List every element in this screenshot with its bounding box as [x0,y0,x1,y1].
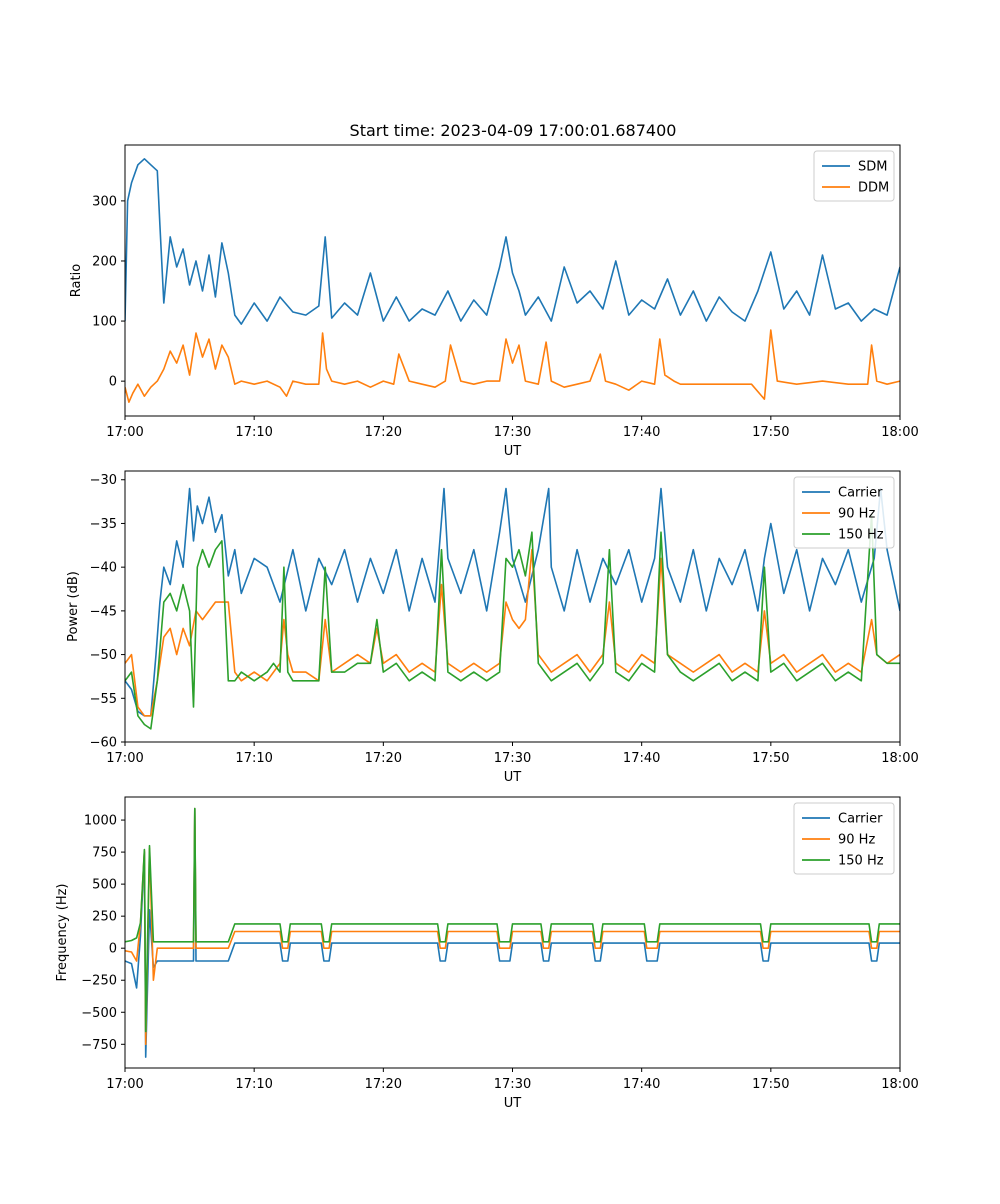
x-tick-label: 17:40 [623,751,660,766]
x-tick-label: 17:20 [365,425,402,440]
legend-entry: 150 Hz [838,854,884,869]
x-tick-label: 17:30 [494,1077,531,1092]
series-line-90-hz [125,548,900,717]
y-tick-label: −35 [90,517,117,532]
legend-box [813,150,895,202]
x-tick-label: 17:10 [235,751,272,766]
y-tick-label: 0 [109,942,117,957]
y-tick-label: 100 [92,315,117,330]
series-line-150-hz [125,807,900,1033]
y-tick-label: −250 [81,974,117,989]
y-tick-label: −40 [90,561,117,576]
x-tick-label: 17:50 [752,425,789,440]
x-tick-label: 17:40 [623,1077,660,1092]
y-tick-label: 200 [92,254,117,269]
x-tick-label: 18:00 [881,751,918,766]
legend-entry: 90 Hz [838,507,875,522]
x-tick-label: 17:50 [752,751,789,766]
x-tick-label: 17:00 [106,425,143,440]
series-line-carrier [125,807,900,1058]
x-tick-label: 17:10 [235,1077,272,1092]
y-tick-label: 750 [92,846,117,861]
y-tick-label: −45 [90,604,117,619]
legend-box [793,802,895,875]
y-axis-label: Power (dB) [66,571,81,642]
subplot-1: 17:00 17:10 17:20 17:30 17:40 17:50 18:00 0 100 2… [69,144,919,459]
y-tick-label: 0 [109,375,117,390]
x-tick-label: 17:10 [235,425,272,440]
x-axis-label: UT [504,1096,522,1111]
x-tick-label: 17:30 [494,425,531,440]
axes-frame [124,470,901,743]
x-tick-label: 17:00 [106,1077,143,1092]
subplot-2: 17:00 17:10 17:20 17:30 17:40 17:50 18:00 −60 −5… [66,470,919,785]
series-line-90-hz [125,807,900,1046]
y-axis-label: Ratio [69,264,84,297]
series-line-150-hz [125,513,900,730]
y-tick-label: −750 [81,1038,117,1053]
chart-title: Start time: 2023-04-09 17:00:01.687400 [350,121,677,140]
y-tick-label: −60 [90,736,117,751]
legend-entry: Carrier [838,486,883,501]
y-tick-label: 300 [92,194,117,209]
x-tick-label: 17:20 [365,751,402,766]
x-tick-label: 17:30 [494,751,531,766]
series-line-sdm [125,158,900,325]
y-tick-label: −55 [90,692,117,707]
x-tick-label: 17:40 [623,425,660,440]
y-tick-label: −50 [90,648,117,663]
legend-entry: DDM [858,181,889,196]
x-tick-label: 17:20 [365,1077,402,1092]
x-tick-label: 17:00 [106,751,143,766]
x-tick-label: 18:00 [881,425,918,440]
subplot-3: 17:00 17:10 17:20 17:30 17:40 17:50 18:00 −750 −… [55,796,919,1111]
legend: Carrier 90 Hz 150 Hz [793,802,895,875]
series-line-ddm [125,329,900,404]
x-tick-label: 17:50 [752,1077,789,1092]
legend-entry: 90 Hz [838,833,875,848]
y-tick-label: 250 [92,910,117,925]
y-tick-label: −30 [90,473,117,488]
legend-entry: Carrier [838,812,883,827]
axes-frame [124,144,901,417]
x-axis-label: UT [504,444,522,459]
legend-entry: SDM [858,160,887,175]
x-tick-label: 18:00 [881,1077,918,1092]
legend: Carrier 90 Hz 150 Hz [793,476,895,549]
series-line-carrier [125,487,900,717]
legend: SDM DDM [813,150,895,202]
x-axis-label: UT [504,770,522,785]
y-axis-label: Frequency (Hz) [55,883,70,981]
legend-entry: 150 Hz [838,528,884,543]
legend-box [793,476,895,549]
y-tick-label: −500 [81,1006,117,1021]
y-tick-label: 500 [92,878,117,893]
y-tick-label: 1000 [84,814,117,829]
